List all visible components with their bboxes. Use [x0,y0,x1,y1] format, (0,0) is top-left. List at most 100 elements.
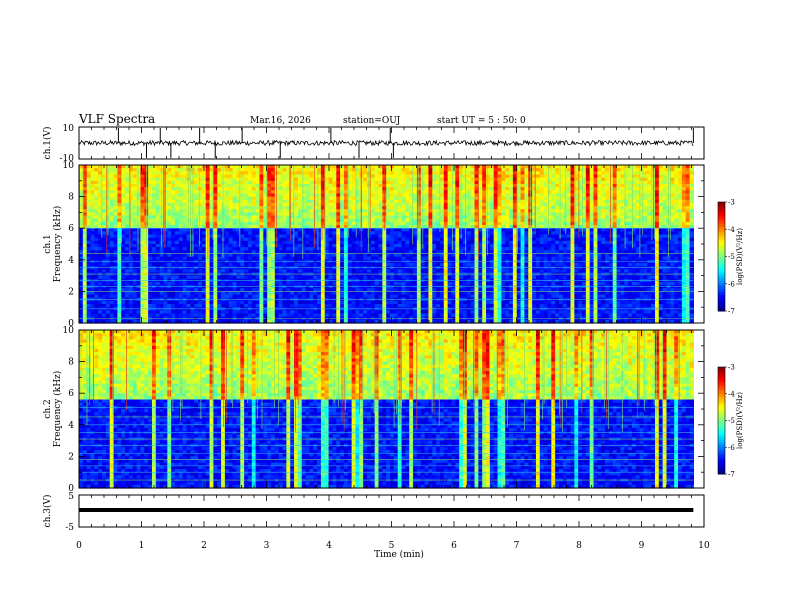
spectrogram-cell [317,177,322,182]
spectrogram-cell [443,193,449,198]
spectrogram-cell [178,193,184,198]
spectrogram-cell [497,180,502,185]
spectrogram-cell [278,190,284,195]
spectrogram-cell [662,187,668,191]
spectrogram-cell [351,190,357,195]
spectrogram-cell [524,174,529,179]
spectrogram-cell [213,180,218,185]
spectrogram-cell [294,165,299,169]
spectrogram-cell [374,174,380,179]
spectrogram-cell [393,171,399,176]
spectrogram-cell [543,193,549,198]
spectrogram-cell [336,190,341,195]
spectrogram-cell [558,180,564,185]
spectrogram-cell [681,180,687,185]
spectrogram-cell [605,190,610,195]
spectrogram-cell [416,183,422,188]
spectrogram-cell [151,177,157,182]
spectrogram-cell [551,180,556,185]
spectrogram-cell [505,180,510,185]
ch1-waveform-ticks [78,127,705,159]
spectrogram-cell [501,168,506,172]
spectrogram-cell [405,168,410,172]
spectrogram-cell [90,180,95,185]
spectrogram-cell [309,177,314,182]
spectrogram-cell [324,171,330,176]
spectrogram-cell [489,165,495,169]
spectrogram-cell [244,180,249,185]
spectrogram-cell [455,165,460,169]
spectrogram-cell [386,171,391,176]
spectrogram-cell [186,168,191,172]
spectrogram-cell [297,187,303,191]
spectrogram-cell [474,187,479,191]
spectrogram-cell [647,193,652,198]
spectrogram-cell [647,168,652,172]
spectrogram-cell [689,187,694,191]
spectrogram-cell [290,183,295,188]
spectrogram-cell [497,165,502,169]
spectrogram-cell [482,174,487,179]
spectrogram-cell [282,174,287,179]
spectrogram-cell [605,177,610,182]
spectrogram-cell [658,174,664,179]
spectrogram-cell [520,171,526,176]
spectrogram-cell [201,190,207,195]
spectrogram-cell [409,180,414,185]
spectrogram-cell [681,171,687,176]
spectrogram-cell [128,190,134,195]
spectrogram-cell [294,190,299,195]
spectrogram-cell [140,187,145,191]
spectrogram-cell [397,168,403,172]
spectrogram-cell [278,165,284,169]
spectrogram-cell [370,187,376,191]
spectrogram-cell [532,180,537,185]
spectrogram-cell [535,187,541,191]
spectrogram-cell [270,177,276,182]
spectrogram-cell [505,165,510,169]
spectrogram-cell [516,187,522,191]
spectrogram-cell [654,190,660,195]
spectrogram-cell [436,180,441,185]
spectrogram-cell [555,174,560,179]
spectrogram-cell [493,183,499,188]
spectrogram-cell [597,165,602,169]
spectrogram-cell [336,174,341,179]
spectrogram-cell [317,193,322,198]
spectrogram-cell [347,190,353,195]
spectrogram-cell [79,180,84,185]
spectrogram-cell [658,183,664,188]
spectrogram-cell [247,171,253,176]
spectrogram-cell [363,190,368,195]
spectrogram-cell [678,177,683,182]
spectrogram-cell [566,171,572,176]
spectrogram-cell [405,177,410,182]
spectrogram-cell [624,168,629,172]
spectrogram-cell [689,168,694,172]
spectrogram-cell [167,180,172,185]
spectrogram-cell [148,168,153,172]
spectrogram-cell [535,168,541,172]
spectrogram-cell [558,168,564,172]
spectrogram-cell [228,187,234,191]
spectrogram-cell [520,190,526,195]
spectrogram-cell [689,177,694,182]
spectrogram-cell [317,183,322,188]
spectrogram-cell [466,187,472,191]
spectrogram-cell [628,190,633,195]
spectrogram-cell [478,193,483,198]
spectrogram-cell [336,171,341,176]
spectrogram-cell [578,193,583,198]
spectrogram-cell [593,183,598,188]
spectrogram-cell [128,193,134,198]
spectrogram-cell [328,187,334,191]
spectrogram-cell [616,193,622,198]
spectrogram-cell [478,177,483,182]
spectrogram-cell [516,180,522,185]
spectrogram-cell [505,177,510,182]
spectrogram-cell [578,187,583,191]
spectrogram-cell [267,168,272,172]
spectrogram-cell [532,190,537,195]
spectrogram-cell [390,180,395,185]
spectrogram-cell [121,174,126,179]
